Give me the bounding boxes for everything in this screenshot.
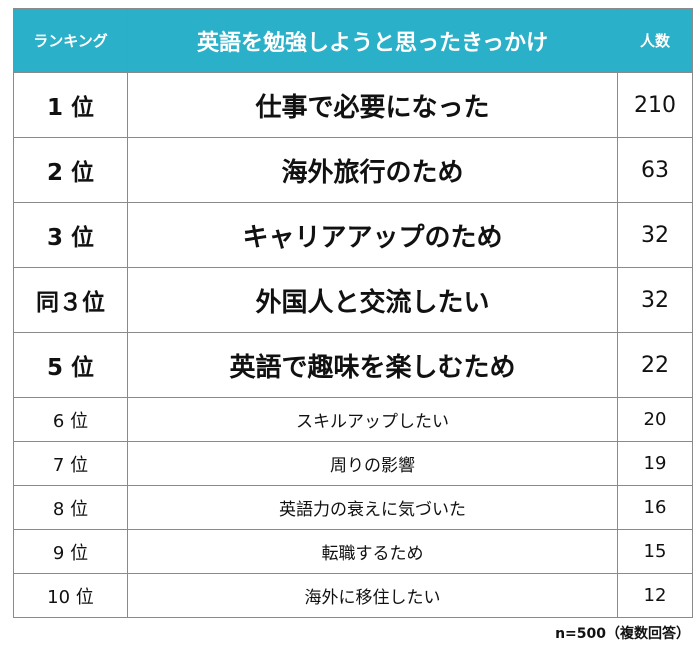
rank-column-header: ランキング [13,8,128,73]
reason-cell: 転職するため [127,529,618,574]
sample-size-note: n=500（複数回答） [555,626,690,642]
count-column-header: 人数 [617,8,693,73]
rank-cell: 9 位 [13,529,128,574]
count-cell: 32 [617,267,693,333]
reason-cell: キャリアアップのため [127,202,618,268]
rank-cell: 7 位 [13,441,128,486]
reason-cell: 海外に移住したい [127,573,618,618]
count-cell: 15 [617,529,693,574]
reason-cell: 英語で趣味を楽しむため [127,332,618,398]
table-row: 7 位 周りの影響 19 [13,441,693,486]
rank-cell: 10 位 [13,573,128,618]
reason-cell: 英語力の衰えに気づいた [127,485,618,530]
table-row: 1 位 仕事で必要になった 210 [13,72,693,138]
table-row: 5 位 英語で趣味を楽しむため 22 [13,332,693,398]
table-row: 10 位 海外に移住したい 12 [13,573,693,618]
reason-cell: スキルアップしたい [127,397,618,442]
rank-cell: 2 位 [13,137,128,203]
table-row: 2 位 海外旅行のため 63 [13,137,693,203]
count-cell: 22 [617,332,693,398]
rank-cell: 同３位 [13,267,128,333]
rank-cell: 5 位 [13,332,128,398]
rank-cell: 8 位 [13,485,128,530]
reason-cell: 仕事で必要になった [127,72,618,138]
rank-cell: 6 位 [13,397,128,442]
reason-cell: 海外旅行のため [127,137,618,203]
ranking-table: ランキング 英語を勉強しようと思ったきっかけ 人数 1 位 仕事で必要になった … [13,8,693,618]
header-row: ランキング 英語を勉強しようと思ったきっかけ 人数 [13,8,693,73]
count-cell: 19 [617,441,693,486]
table-row: 9 位 転職するため 15 [13,529,693,574]
table-title: 英語を勉強しようと思ったきっかけ [127,8,618,73]
reason-cell: 外国人と交流したい [127,267,618,333]
table-row: 同３位 外国人と交流したい 32 [13,267,693,333]
table-row: 8 位 英語力の衰えに気づいた 16 [13,485,693,530]
table-row: 6 位 スキルアップしたい 20 [13,397,693,442]
count-cell: 20 [617,397,693,442]
rank-cell: 3 位 [13,202,128,268]
count-cell: 210 [617,72,693,138]
count-cell: 16 [617,485,693,530]
rank-cell: 1 位 [13,72,128,138]
reason-cell: 周りの影響 [127,441,618,486]
count-cell: 63 [617,137,693,203]
count-cell: 32 [617,202,693,268]
table-row: 3 位 キャリアアップのため 32 [13,202,693,268]
count-cell: 12 [617,573,693,618]
